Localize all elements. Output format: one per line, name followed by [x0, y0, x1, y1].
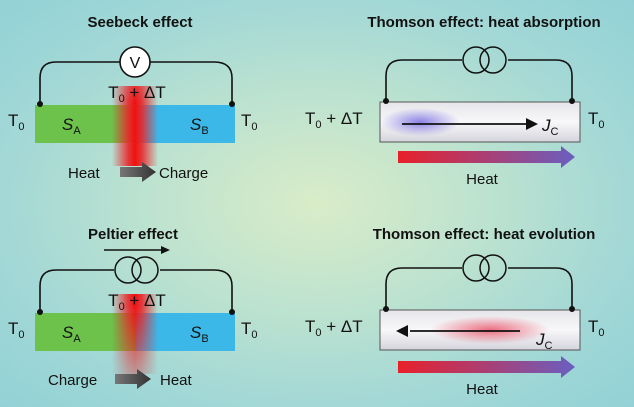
peltier-panel: Peltier effect T0 T0 T0 + ΔT SA SB Charg… [8, 226, 258, 389]
voltmeter-symbol: V [130, 55, 141, 72]
peltier-contact-right [229, 309, 235, 315]
thomson-abs-heat-label: Heat [466, 171, 499, 188]
peltier-contact-left [37, 309, 43, 315]
thomson-evo-t-left: T0 + ΔT [305, 317, 363, 339]
seebeck-to-label: Charge [159, 165, 208, 182]
hot-junction [112, 86, 158, 166]
peltier-t-center: T0 + ΔT [108, 291, 166, 313]
peltier-sa-label: SA [62, 323, 81, 345]
thomson-evo-current-label: JC [535, 330, 553, 352]
peltier-from-label: Charge [48, 372, 97, 389]
thomson-abs-current-label: JC [541, 116, 559, 138]
current-arrow-right [402, 118, 538, 130]
thomson-evo-contact-right [569, 306, 575, 312]
peltier-wire-right [160, 269, 233, 312]
peltier-t-right: T0 [241, 319, 258, 341]
thomson-evolution-title: Thomson effect: heat evolution [373, 226, 596, 243]
arrow-left-icon [396, 325, 520, 337]
peltier-sb-label: SB [190, 323, 209, 345]
heat-gradient-arrow [398, 146, 575, 168]
seebeck-contact-left [37, 101, 43, 107]
seebeck-from-label: Heat [68, 165, 101, 182]
thomson-abs-t-right: T0 [588, 109, 605, 131]
thomson-abs-wire-right [508, 59, 573, 100]
transformer-coils-icon [462, 46, 507, 74]
thomson-evo-wire-right [508, 267, 573, 308]
current-direction-arrow [104, 246, 170, 254]
voltmeter-icon: V [119, 46, 151, 78]
peltier-title: Peltier effect [88, 226, 178, 243]
thomson-abs-wire-left [385, 59, 462, 100]
thomson-absorption-panel: Thomson effect: heat absorption JC T0 + … [305, 14, 605, 188]
thomson-evo-contact-left [383, 306, 389, 312]
arrow-right-icon [115, 369, 151, 389]
arrow-right-icon [120, 162, 156, 182]
heat-glow [430, 316, 550, 344]
seebeck-t-center: T0 + ΔT [108, 83, 166, 105]
thomson-abs-contact-left [383, 98, 389, 104]
thomson-evolution-panel: Thomson effect: heat evolution JC T0 + Δ… [305, 226, 605, 398]
seebeck-t-right: T0 [241, 111, 258, 133]
heat-glow [380, 108, 460, 136]
seebeck-title: Seebeck effect [87, 14, 192, 31]
seebeck-sb-label: SB [190, 115, 209, 137]
peltier-to-label: Heat [160, 372, 193, 389]
peltier-t-left: T0 [8, 319, 25, 341]
thomson-evo-t-right: T0 [588, 317, 605, 339]
seebeck-panel: Seebeck effect V T0 T0 T0 + ΔT SA SB Hea… [8, 14, 258, 182]
thomson-evo-wire-left [385, 267, 462, 308]
thomson-absorption-title: Thomson effect: heat absorption [367, 14, 600, 31]
seebeck-wire-left [39, 61, 120, 104]
thomson-abs-t-left: T0 + ΔT [305, 109, 363, 131]
seebeck-wire-right [150, 61, 233, 104]
hot-junction [112, 294, 158, 374]
transformer-coils-icon [114, 256, 159, 284]
seebeck-sa-label: SA [62, 115, 81, 137]
peltier-wire-left [39, 269, 114, 312]
seebeck-t-left: T0 [8, 111, 25, 133]
transformer-coils-icon [462, 254, 507, 282]
thomson-abs-contact-right [569, 98, 575, 104]
thomson-evo-heat-label: Heat [466, 381, 499, 398]
heat-gradient-arrow [398, 356, 575, 378]
seebeck-contact-right [229, 101, 235, 107]
